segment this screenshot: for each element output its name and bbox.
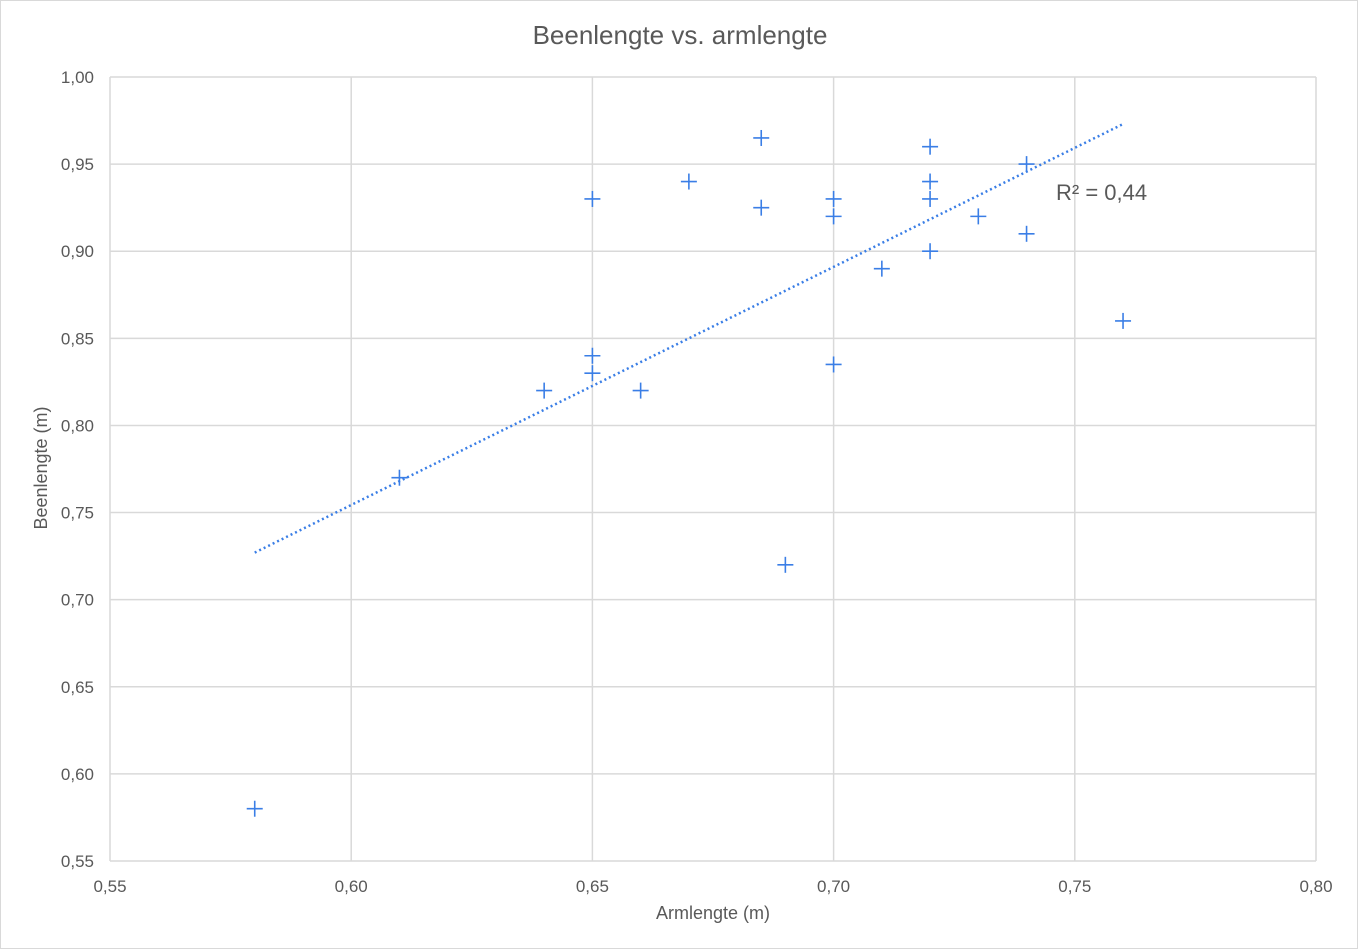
- data-point: [1018, 225, 1035, 242]
- y-tick-label: 0,90: [61, 242, 94, 261]
- data-point: [970, 208, 987, 225]
- x-tick-label: 0,55: [93, 877, 126, 896]
- data-points: [246, 129, 1132, 817]
- data-point: [584, 347, 601, 364]
- data-point: [922, 243, 939, 260]
- y-tick-label: 0,80: [61, 416, 94, 435]
- y-axis-title: Beenlengte (m): [31, 406, 51, 529]
- y-tick-label: 0,95: [61, 155, 94, 174]
- gridlines: [109, 76, 1317, 862]
- data-point: [922, 138, 939, 155]
- y-tick-label: 0,65: [61, 678, 94, 697]
- x-tick-label: 0,75: [1058, 877, 1091, 896]
- data-point: [1018, 156, 1035, 173]
- y-tick-label: 0,75: [61, 504, 94, 523]
- x-tick-label: 0,80: [1299, 877, 1332, 896]
- tick-labels: 0,55 0,60 0,65 0,70 0,75 0,80 0,85 0,90 0,95 1,00…: [61, 68, 1333, 896]
- data-point: [753, 129, 770, 146]
- data-point: [584, 365, 601, 382]
- data-point: [246, 800, 263, 817]
- data-point: [584, 190, 601, 207]
- y-tick-label: 0,85: [61, 329, 94, 348]
- data-point: [536, 382, 553, 399]
- y-tick-label: 0,70: [61, 591, 94, 610]
- data-point: [1115, 312, 1132, 329]
- data-point: [873, 260, 890, 277]
- x-axis-title: Armlengte (m): [656, 903, 770, 923]
- data-point: [680, 173, 697, 190]
- y-tick-label: 1,00: [61, 68, 94, 87]
- data-point: [777, 556, 794, 573]
- data-point: [825, 190, 842, 207]
- data-point: [922, 173, 939, 190]
- x-tick-label: 0,60: [335, 877, 368, 896]
- data-point: [922, 190, 939, 207]
- r-squared-label: R² = 0,44: [1056, 180, 1147, 205]
- chart-title: Beenlengte vs. armlengte: [533, 20, 828, 50]
- data-point: [753, 199, 770, 216]
- data-point: [825, 356, 842, 373]
- y-tick-label: 0,55: [61, 852, 94, 871]
- data-point: [391, 469, 408, 486]
- y-tick-label: 0,60: [61, 765, 94, 784]
- x-tick-label: 0,65: [576, 877, 609, 896]
- data-point: [632, 382, 649, 399]
- x-tick-label: 0,70: [817, 877, 850, 896]
- data-point: [825, 208, 842, 225]
